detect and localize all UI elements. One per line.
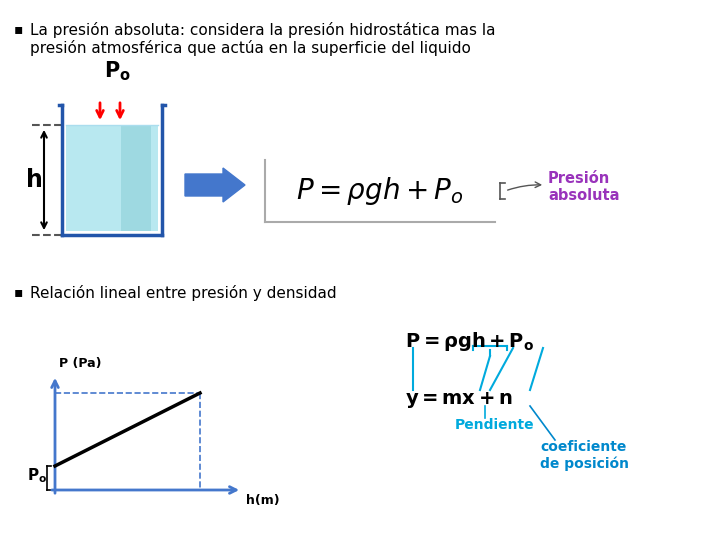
Text: $\mathbf{P_o}$: $\mathbf{P_o}$ [27,467,48,485]
Text: Pendiente: Pendiente [455,418,535,432]
FancyArrow shape [185,168,245,202]
Text: h: h [26,168,43,192]
Text: P (Pa): P (Pa) [59,357,102,370]
Text: presión atmosférica que actúa en la superficie del liquido: presión atmosférica que actúa en la supe… [30,40,471,56]
Text: $\bf{P = \rho gh + P_o}$: $\bf{P = \rho gh + P_o}$ [405,330,534,353]
Text: $P = \rho gh + P_o$: $P = \rho gh + P_o$ [296,175,464,207]
Text: $\mathbf{P_o}$: $\mathbf{P_o}$ [104,59,130,83]
Text: h(m): h(m) [246,494,279,507]
Text: $\bf{y = mx + n}$: $\bf{y = mx + n}$ [405,390,513,410]
Bar [66,106,158,125]
Text: coeficiente
de posición: coeficiente de posición [540,440,629,471]
Text: Relación lineal entre presión y densidad: Relación lineal entre presión y densidad [30,285,337,301]
Text: Presión
absoluta: Presión absoluta [548,171,619,204]
Text: La presión absoluta: considera la presión hidrostática mas la: La presión absoluta: considera la presió… [30,22,495,38]
Bar [66,125,158,231]
Text: ▪: ▪ [14,285,23,299]
Bar [121,125,151,231]
Text: ▪: ▪ [14,22,23,36]
